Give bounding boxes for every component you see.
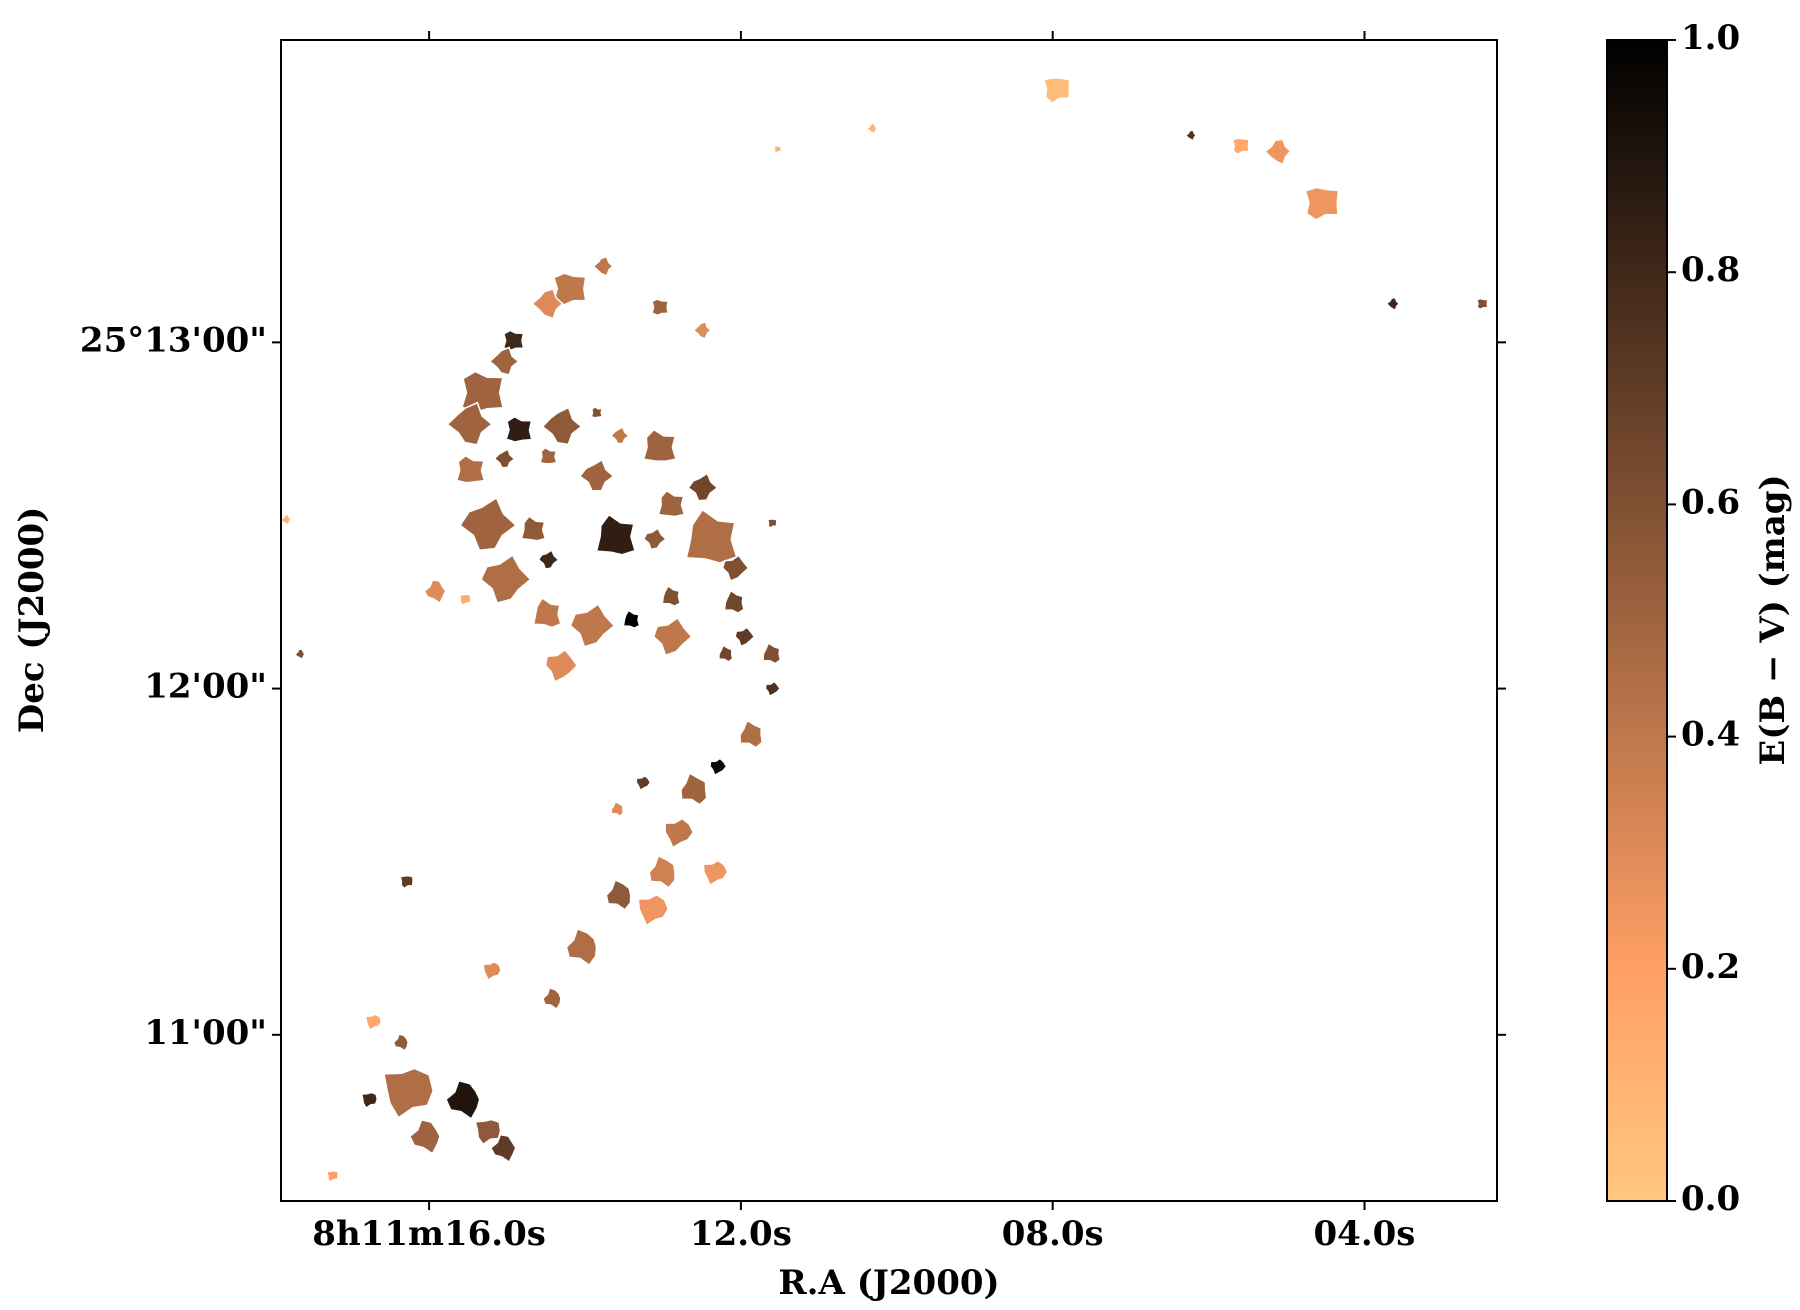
region: [605, 878, 632, 911]
region: [652, 616, 693, 657]
region: [590, 405, 604, 419]
y-tick-label: 12'00": [144, 667, 267, 707]
region: [1304, 186, 1340, 221]
region: [1184, 129, 1198, 142]
region: [657, 489, 686, 518]
region: [364, 1013, 383, 1032]
region: [651, 298, 670, 317]
region: [721, 554, 750, 582]
region: [489, 1133, 517, 1164]
x-tick-label: 08.0s: [1002, 1214, 1104, 1254]
x-axis-label: R.A (J2000): [778, 1263, 999, 1303]
colorbar-tick-label: 0.2: [1681, 947, 1740, 987]
region: [493, 448, 516, 469]
region: [408, 1118, 441, 1155]
region: [723, 589, 745, 614]
region: [325, 1169, 340, 1183]
region: [383, 1067, 434, 1119]
region: [569, 603, 616, 648]
region: [279, 513, 292, 527]
region: [1231, 137, 1250, 156]
colorbar-tick-label: 0.0: [1681, 1179, 1740, 1219]
region: [642, 527, 668, 551]
region: [458, 593, 472, 607]
colorbar-tick-label: 0.6: [1681, 482, 1740, 522]
region: [520, 515, 547, 542]
x-tick-label: 8h11m16.0s: [312, 1214, 546, 1254]
region: [446, 401, 494, 446]
region: [702, 859, 729, 887]
x-tick-label: 04.0s: [1314, 1214, 1416, 1254]
region: [762, 641, 782, 665]
region: [865, 122, 879, 135]
region: [542, 986, 562, 1011]
region: [532, 596, 562, 629]
region: [1042, 77, 1071, 105]
region: [479, 554, 532, 604]
region: [459, 496, 518, 552]
region: [392, 1032, 409, 1052]
region: [772, 145, 783, 154]
region: [709, 757, 728, 777]
region: [637, 893, 670, 927]
region: [685, 508, 738, 564]
region: [578, 458, 615, 492]
colorbar-tick-label: 1.0: [1681, 18, 1740, 58]
region: [1263, 138, 1292, 166]
region: [734, 626, 756, 648]
region: [445, 1079, 481, 1120]
region: [664, 817, 695, 849]
region: [1475, 297, 1489, 311]
y-tick-label: 25°13'00": [80, 320, 267, 360]
region: [461, 370, 505, 413]
region: [609, 426, 631, 445]
region: [474, 1118, 502, 1146]
region: [635, 774, 652, 792]
region: [537, 548, 560, 570]
region: [544, 648, 579, 683]
y-axis-label: Dec (J2000): [12, 507, 52, 734]
colorbar-label: E(B − V) (mag): [1753, 474, 1793, 765]
region: [718, 644, 734, 663]
region: [553, 272, 587, 306]
y-tick-label: 11'00": [144, 1013, 267, 1053]
region: [482, 960, 502, 982]
colorbar: [1606, 39, 1668, 1202]
region: [680, 772, 708, 806]
region: [661, 584, 681, 607]
x-tick-label: 12.0s: [690, 1214, 792, 1254]
region: [488, 346, 520, 376]
region: [360, 1091, 379, 1110]
region: [739, 719, 764, 749]
region: [505, 415, 533, 443]
region: [692, 320, 713, 340]
colorbar-tick-label: 0.8: [1681, 250, 1740, 290]
region: [502, 329, 525, 352]
region: [687, 472, 719, 502]
region: [565, 927, 598, 967]
region: [539, 446, 558, 465]
region: [595, 513, 637, 556]
region: [531, 288, 564, 320]
region: [541, 406, 583, 446]
region: [610, 800, 624, 818]
region: [1385, 296, 1401, 312]
region: [642, 428, 677, 463]
region: [766, 518, 778, 529]
region: [423, 579, 447, 605]
region: [764, 680, 781, 698]
plot-frame: [280, 39, 1498, 1202]
region: [622, 609, 641, 629]
colorbar-tick-label: 0.4: [1681, 715, 1740, 755]
region: [648, 854, 676, 889]
region: [399, 874, 414, 890]
region: [455, 454, 486, 484]
region: [592, 255, 614, 277]
region: [293, 648, 306, 661]
